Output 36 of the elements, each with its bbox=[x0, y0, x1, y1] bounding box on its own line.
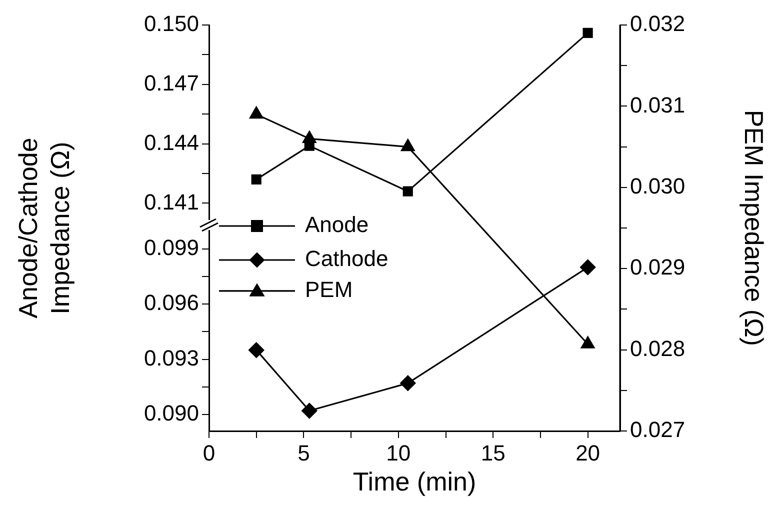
y-tick-label: 0.093 bbox=[144, 345, 199, 370]
legend-label: Anode bbox=[305, 212, 369, 238]
y2-tick-label: 0.027 bbox=[630, 417, 686, 442]
x-tick-label: 15 bbox=[480, 440, 506, 466]
y-tick-label: 0.099 bbox=[144, 234, 199, 260]
y2-tick-label: 0.029 bbox=[630, 254, 686, 280]
y2-tick-label: 0.030 bbox=[630, 173, 686, 198]
legend-label: Cathode bbox=[305, 246, 388, 272]
x-axis-title: Time (min) bbox=[352, 466, 476, 497]
x-tick-label: 20 bbox=[576, 440, 600, 466]
legend-label: PEM bbox=[305, 276, 353, 302]
y2-axis-title: PEM Impedance (Ω) bbox=[739, 110, 770, 346]
y-tick-label: 0.147 bbox=[144, 70, 199, 96]
point bbox=[582, 28, 593, 38]
point bbox=[248, 342, 264, 358]
x-tick-label: 5 bbox=[298, 440, 310, 466]
point bbox=[580, 336, 595, 348]
y2-tick-label: 0.031 bbox=[630, 92, 686, 118]
x-tick-label: 0 bbox=[202, 440, 216, 466]
point bbox=[302, 130, 316, 143]
point bbox=[249, 106, 264, 119]
y-tick-label: 0.141 bbox=[144, 189, 199, 214]
y-tick-label: 0.090 bbox=[144, 400, 199, 426]
y-axis-title: Anode/Cathode Impedance (Ω) bbox=[13, 138, 76, 318]
point bbox=[251, 174, 262, 184]
x-tick-label: 10 bbox=[386, 440, 411, 466]
y-tick-label: 0.096 bbox=[144, 290, 199, 316]
point bbox=[400, 375, 416, 391]
y-tick-label: 0.150 bbox=[144, 11, 199, 36]
y-tick-label: 0.144 bbox=[144, 130, 199, 155]
point bbox=[302, 402, 318, 419]
y2-tick-label: 0.028 bbox=[630, 336, 686, 361]
y2-tick-label: 0.032 bbox=[630, 11, 686, 36]
point bbox=[401, 139, 415, 152]
point bbox=[402, 186, 413, 196]
point bbox=[580, 260, 596, 276]
